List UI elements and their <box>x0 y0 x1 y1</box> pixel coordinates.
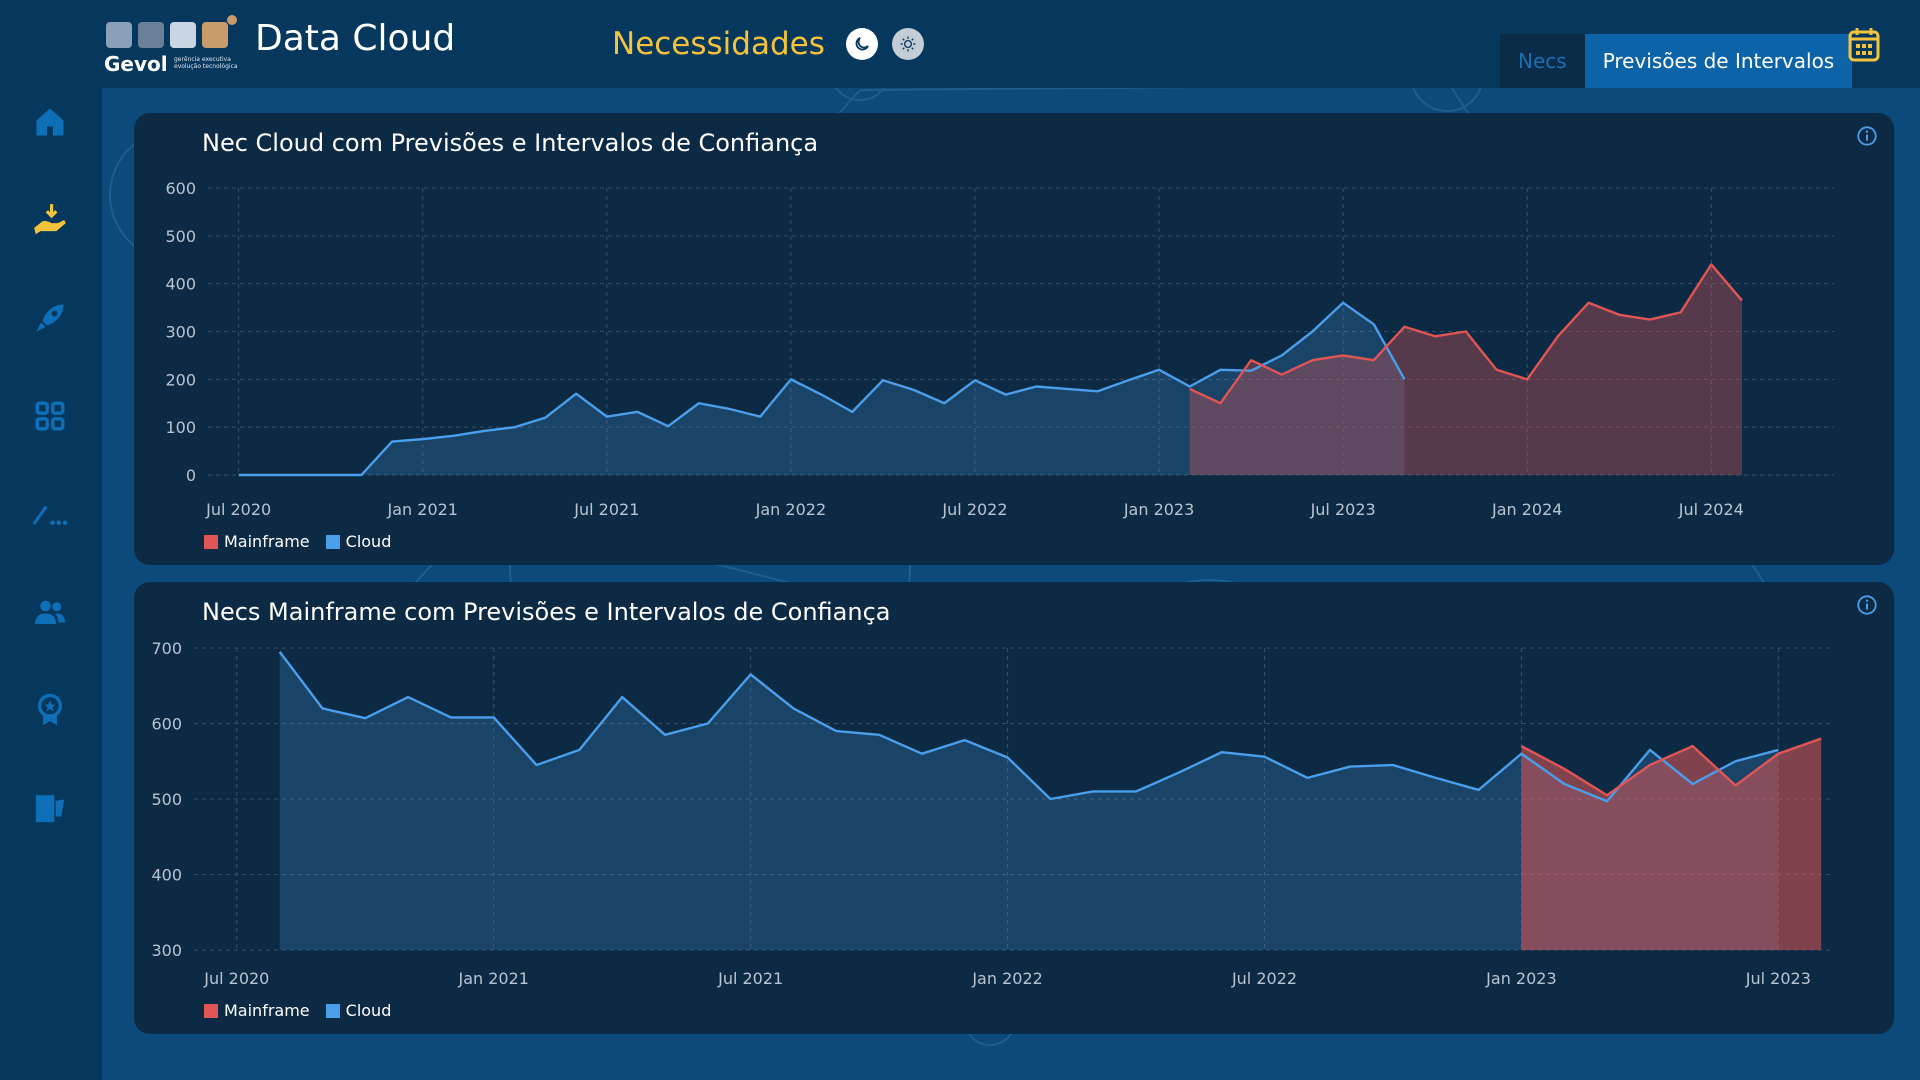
top-header: Gevol gerência executiva evolução tecnol… <box>0 0 1920 88</box>
grid <box>194 647 1834 951</box>
info-icon <box>1857 126 1877 146</box>
chart-legend: Mainframe Cloud <box>204 1001 391 1020</box>
badge-icon <box>37 693 63 726</box>
y-tick-label: 400 <box>165 275 196 294</box>
legend-swatch-mainframe <box>204 1003 218 1018</box>
x-tick-label: Jul 2021 <box>573 500 639 519</box>
x-tick-label: Jan 2022 <box>755 500 826 519</box>
chart-mainframe: 300 400 500 600 700 Jul 2020 Jan 2021 Jul 2021 J… <box>151 639 1834 988</box>
series-line-mainframe[interactable] <box>1189 263 1743 405</box>
y-tick-label: 700 <box>151 639 182 658</box>
tab-necs[interactable]: Necs <box>1500 34 1585 88</box>
dark-mode-button[interactable] <box>846 28 878 60</box>
y-tick-label: 500 <box>165 227 196 246</box>
legend-swatch-cloud <box>325 1003 340 1018</box>
x-tick-label: Jan 2022 <box>971 969 1042 988</box>
x-tick-label: Jul 2020 <box>205 500 271 519</box>
tab-previsoes-de-intervalos[interactable]: Previsões de Intervalos <box>1584 34 1853 88</box>
sidebar-item-rocket[interactable] <box>30 298 70 338</box>
sidebar-item-users[interactable] <box>30 592 70 632</box>
chart-cloud: 0 100 200 300 400 500 600 Jul 2020 Jan 2021 Jul 2… <box>165 179 1834 519</box>
rocket-icon <box>36 304 64 332</box>
info-icon <box>1857 595 1877 615</box>
legend-item-mainframe[interactable]: Mainframe <box>204 532 310 551</box>
area-cloud <box>238 302 1405 475</box>
series-line-mainframe[interactable] <box>1520 737 1822 797</box>
app-title: Data Cloud <box>255 18 456 59</box>
logo-word: Gevol <box>104 52 168 76</box>
sidebar-item-badge[interactable] <box>30 690 70 730</box>
legend-swatch-mainframe <box>204 534 218 549</box>
y-tick-label: 0 <box>186 466 196 485</box>
chart-line-icon <box>32 505 68 525</box>
calendar-icon <box>1848 28 1880 62</box>
legend-label: Cloud <box>345 1001 392 1020</box>
series-line-cloud[interactable] <box>278 651 1779 803</box>
light-mode-button[interactable] <box>892 28 924 60</box>
y-tick-label: 600 <box>165 179 196 198</box>
x-tick-label: Jul 2024 <box>1678 500 1744 519</box>
x-tick-label: Jul 2020 <box>203 969 269 988</box>
y-tick-label: 400 <box>151 866 182 885</box>
info-button[interactable] <box>1856 125 1878 147</box>
legend-item-cloud[interactable]: Cloud <box>325 532 392 551</box>
logout-icon <box>35 795 65 823</box>
x-tick-label: Jul 2021 <box>717 969 783 988</box>
x-tick-label: Jan 2023 <box>1123 500 1194 519</box>
x-tick-label: Jul 2023 <box>1745 969 1811 988</box>
sun-icon <box>900 36 916 52</box>
sidebar-item-necessidades[interactable] <box>30 200 70 240</box>
y-tick-label: 100 <box>165 418 196 437</box>
x-tick-label: Jan 2021 <box>458 969 529 988</box>
page-title: Necessidades <box>612 26 825 62</box>
chart-panel-cloud: 0 100 200 300 400 500 600 Jul 2020 Jan 2021 Jul 2… <box>134 113 1894 565</box>
sidebar-item-home[interactable] <box>30 102 70 142</box>
info-button[interactable] <box>1856 594 1878 616</box>
grid-icon <box>35 401 65 431</box>
legend-label: Cloud <box>345 532 392 551</box>
x-tick-label: Jan 2024 <box>1491 500 1562 519</box>
x-tick-label: Jul 2023 <box>1310 500 1376 519</box>
legend-label: Mainframe <box>224 532 310 551</box>
legend-item-mainframe[interactable]: Mainframe <box>204 1001 310 1020</box>
y-tick-label: 500 <box>151 790 182 809</box>
view-tabs: Necs Previsões de Intervalos <box>1500 34 1853 88</box>
y-tick-label: 600 <box>151 715 182 734</box>
x-tick-label: Jul 2022 <box>941 500 1007 519</box>
chart-legend: Mainframe Cloud <box>204 532 391 551</box>
legend-item-cloud[interactable]: Cloud <box>325 1001 392 1020</box>
x-tick-label: Jan 2023 <box>1485 969 1556 988</box>
legend-label: Mainframe <box>224 1001 310 1020</box>
y-tick-label: 200 <box>165 370 196 389</box>
sidebar-item-grid[interactable] <box>30 396 70 436</box>
chart-title: Nec Cloud com Previsões e Intervalos de … <box>202 129 819 157</box>
series-line-cloud[interactable] <box>238 301 1406 477</box>
home-icon <box>36 108 64 136</box>
y-tick-label: 300 <box>165 323 196 342</box>
logo-tagline: gerência executiva evolução tecnológica <box>174 56 238 70</box>
chart-title: Necs Mainframe com Previsões e Intervalo… <box>202 598 891 626</box>
users-icon <box>35 600 65 624</box>
sidebar <box>0 88 102 1080</box>
legend-swatch-cloud <box>325 534 340 549</box>
sidebar-item-logout[interactable] <box>30 788 70 828</box>
area-mainframe <box>1189 264 1742 475</box>
sidebar-item-analytics[interactable] <box>30 494 70 534</box>
moon-icon <box>855 37 869 51</box>
gevol-logo: Gevol gerência executiva evolução tecnol… <box>104 14 244 76</box>
y-tick-label: 300 <box>151 941 182 960</box>
hand-download-icon <box>34 204 66 235</box>
calendar-button[interactable] <box>1848 26 1880 62</box>
chart-panel-mainframe: 300 400 500 600 700 Jul 2020 Jan 2021 Jul 2021 J… <box>134 582 1894 1034</box>
x-tick-label: Jan 2021 <box>387 500 458 519</box>
area-mainframe <box>1521 738 1822 950</box>
x-tick-label: Jul 2022 <box>1231 969 1297 988</box>
